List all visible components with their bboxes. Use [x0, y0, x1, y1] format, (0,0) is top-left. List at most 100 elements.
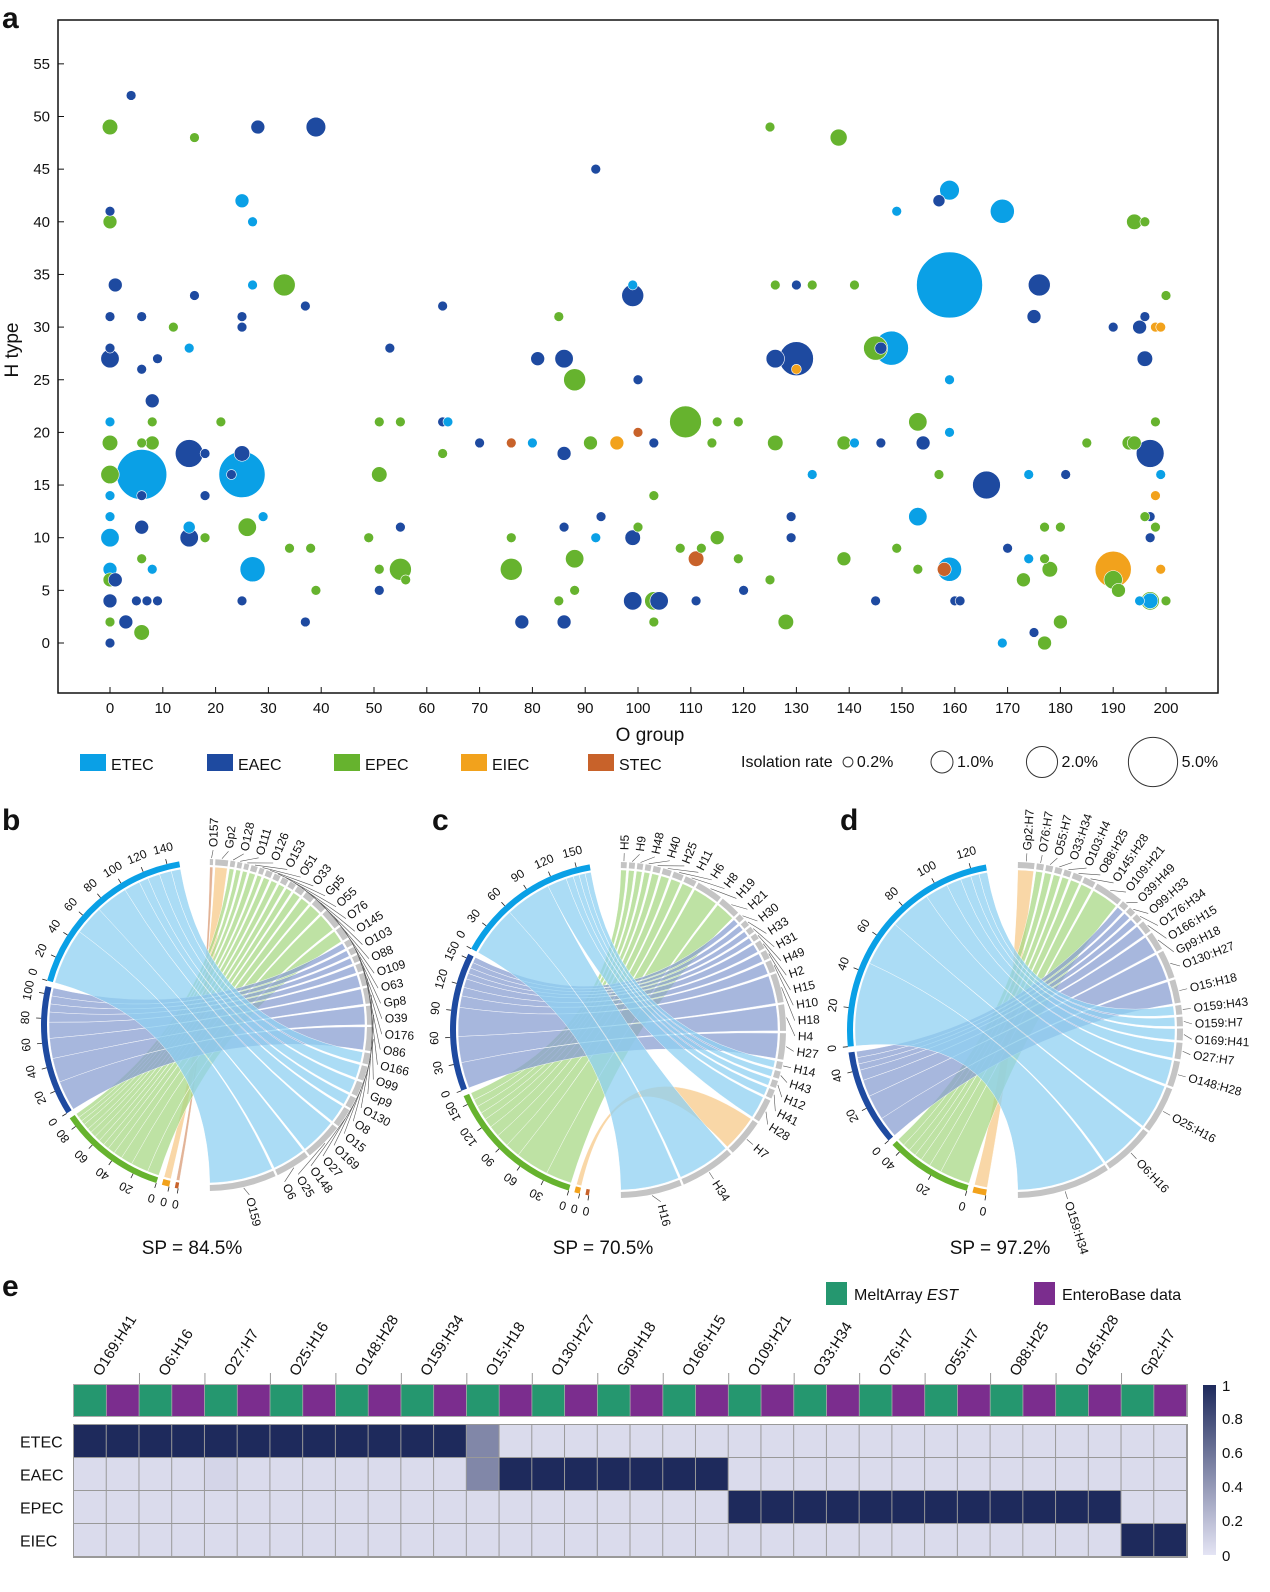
target-arc	[345, 1095, 356, 1109]
target-label: O25:H16	[1169, 1111, 1218, 1147]
target-label: O159:H7	[1195, 1015, 1244, 1031]
label-leader	[343, 1073, 367, 1134]
bubble-point	[623, 591, 643, 611]
bubble-point	[1155, 469, 1166, 480]
bubble-point	[1150, 490, 1161, 501]
label-leader	[746, 1139, 754, 1145]
plot-frame	[57, 19, 1219, 694]
x-tick-label: 70	[471, 700, 488, 717]
label-leader	[1130, 1152, 1137, 1159]
arc-tick-label: 40	[23, 1063, 40, 1080]
target-arc	[1169, 979, 1181, 1004]
y-tick-label: 0	[42, 635, 50, 652]
arc-tick	[446, 1009, 452, 1011]
arc-tick-label: 20	[843, 1106, 862, 1125]
heatmap-cell	[990, 1491, 1023, 1523]
heatmap-cell	[859, 1491, 892, 1523]
serotype-label: O148:H28	[352, 1312, 403, 1379]
heatmap-cell	[106, 1458, 139, 1490]
arc-tick-label: 120	[457, 1125, 480, 1150]
arc-tick	[495, 1148, 500, 1153]
target-arc	[765, 960, 776, 974]
label-leader	[708, 1172, 714, 1180]
bubble-point	[1016, 572, 1031, 588]
target-arc	[728, 1119, 758, 1153]
heatmap-cell	[434, 1458, 466, 1490]
target-arc	[620, 1179, 682, 1198]
heatmap-cell	[237, 1524, 270, 1556]
arc-tick-label: 20	[31, 1089, 49, 1107]
panel-letter-b: b	[2, 804, 20, 837]
heatmap-cell	[1121, 1524, 1154, 1556]
serotype-label: O130:H27	[548, 1312, 599, 1379]
arc-tick-label: 0	[45, 1115, 61, 1128]
bubble-point	[131, 595, 142, 607]
bubble-point	[1028, 627, 1040, 638]
bubble-point	[785, 511, 797, 522]
target-label: H15	[792, 978, 817, 997]
target-label: O159:H43	[1193, 994, 1249, 1015]
heatmap-cell	[957, 1524, 990, 1556]
bubble-point	[442, 416, 454, 428]
legend-label: ETEC	[111, 757, 154, 774]
source-strip-cell	[106, 1385, 139, 1416]
chord-ribbon	[926, 884, 1173, 1085]
arc-tick-label: 60	[18, 1037, 33, 1052]
label-leader	[320, 902, 370, 959]
bubble-point	[711, 416, 723, 428]
heatmap-cell	[368, 1491, 401, 1523]
target-arc	[755, 940, 765, 951]
colorbar-tick-label: 0	[1222, 1548, 1230, 1565]
heatmap-cell	[1088, 1491, 1121, 1523]
target-arc	[333, 1107, 350, 1127]
label-leader	[757, 935, 782, 961]
heatmap-cell	[237, 1425, 270, 1457]
bubble-point	[583, 435, 598, 451]
bubble-point	[236, 311, 248, 322]
arc-tick	[872, 931, 877, 936]
target-arc	[1144, 1087, 1173, 1131]
arc-tick	[523, 884, 527, 890]
colorbar-tick-label: 0.2	[1222, 1513, 1243, 1530]
arc-tick	[88, 1144, 93, 1149]
target-arc	[287, 881, 296, 890]
target-arc	[652, 865, 661, 874]
x-tick-label: 140	[837, 700, 862, 717]
source-strip-cell	[990, 1385, 1023, 1416]
row-label: EAEC	[20, 1468, 64, 1485]
bubble-point	[849, 279, 860, 291]
serotype-label: O15:H18	[483, 1319, 529, 1379]
target-arc	[777, 1033, 786, 1060]
target-arc	[272, 873, 281, 882]
target-arc	[753, 1098, 771, 1122]
heatmap-cell	[794, 1491, 826, 1523]
arc-tick	[130, 1173, 134, 1179]
x-tick-label: 110	[679, 700, 703, 717]
bubble-point	[104, 311, 116, 322]
arc-tick	[847, 1071, 853, 1074]
label-leader	[1147, 925, 1167, 939]
bubble-point	[569, 585, 580, 596]
label-leader	[1026, 853, 1028, 862]
target-label: H27	[796, 1045, 820, 1062]
heatmap-cell	[826, 1458, 859, 1490]
source-strip-cell	[270, 1385, 303, 1416]
label-leader	[765, 1111, 768, 1125]
x-tick-label: 60	[418, 700, 435, 717]
bubble-point	[134, 519, 149, 535]
heatmap-cell	[106, 1524, 139, 1556]
target-arc	[770, 973, 784, 1003]
heatmap-cell	[106, 1425, 139, 1457]
target-arc	[243, 863, 250, 871]
arc-tick	[931, 878, 935, 883]
chord-ribbon	[978, 872, 1175, 1017]
label-leader	[783, 1065, 792, 1068]
arc-tick-label: 30	[464, 906, 483, 925]
bubble-point	[183, 342, 195, 354]
arc-tick-label: 0	[825, 1044, 840, 1052]
source-strip-cell	[728, 1385, 761, 1416]
heatmap-cell	[925, 1458, 957, 1490]
label-leader	[352, 1059, 371, 1122]
chord-ribbon	[98, 889, 332, 1150]
heatmap-cell	[826, 1524, 859, 1556]
